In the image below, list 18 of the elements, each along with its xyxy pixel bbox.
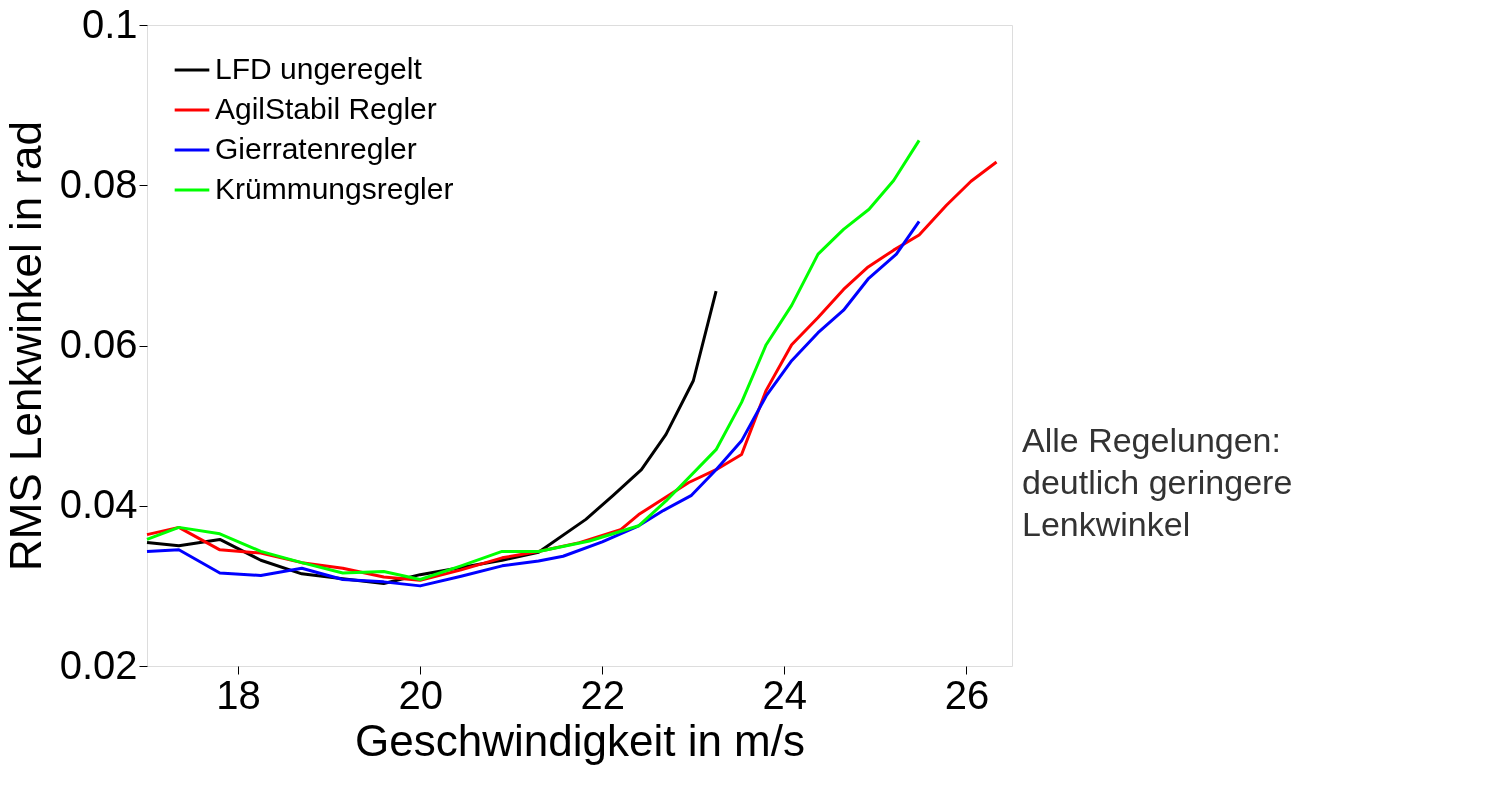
y-tick-label: 0.04	[59, 482, 138, 527]
y-tick-label: 0.02	[59, 642, 138, 687]
y-tick-label: 0.08	[59, 161, 138, 206]
text: Alle Regelungen: deutlich geringere Lenkwinkel	[1022, 421, 1293, 543]
line-series	[145, 219, 921, 588]
legend-label: Krümmungsregler	[215, 172, 454, 205]
legend-label: AgilStabil Regler	[215, 92, 437, 125]
legend-label: Gierratenregler	[215, 132, 417, 165]
x-tick-label: 26	[944, 672, 990, 717]
x-axis-title: Geschwindigkeit in m/s	[355, 715, 805, 765]
y-tick-label: 0.06	[59, 322, 138, 366]
x-tick-label: 22	[580, 672, 626, 717]
x-tick-label: 24	[762, 672, 808, 717]
y-axis-title: RMS Lenkwinkel in rad	[0, 121, 50, 571]
y-tick-label: 0.1	[81, 1, 138, 46]
legend-label: LFD ungeregelt	[215, 52, 423, 85]
x-tick-label: 18	[216, 672, 261, 717]
x-tick-label: 20	[398, 672, 443, 717]
